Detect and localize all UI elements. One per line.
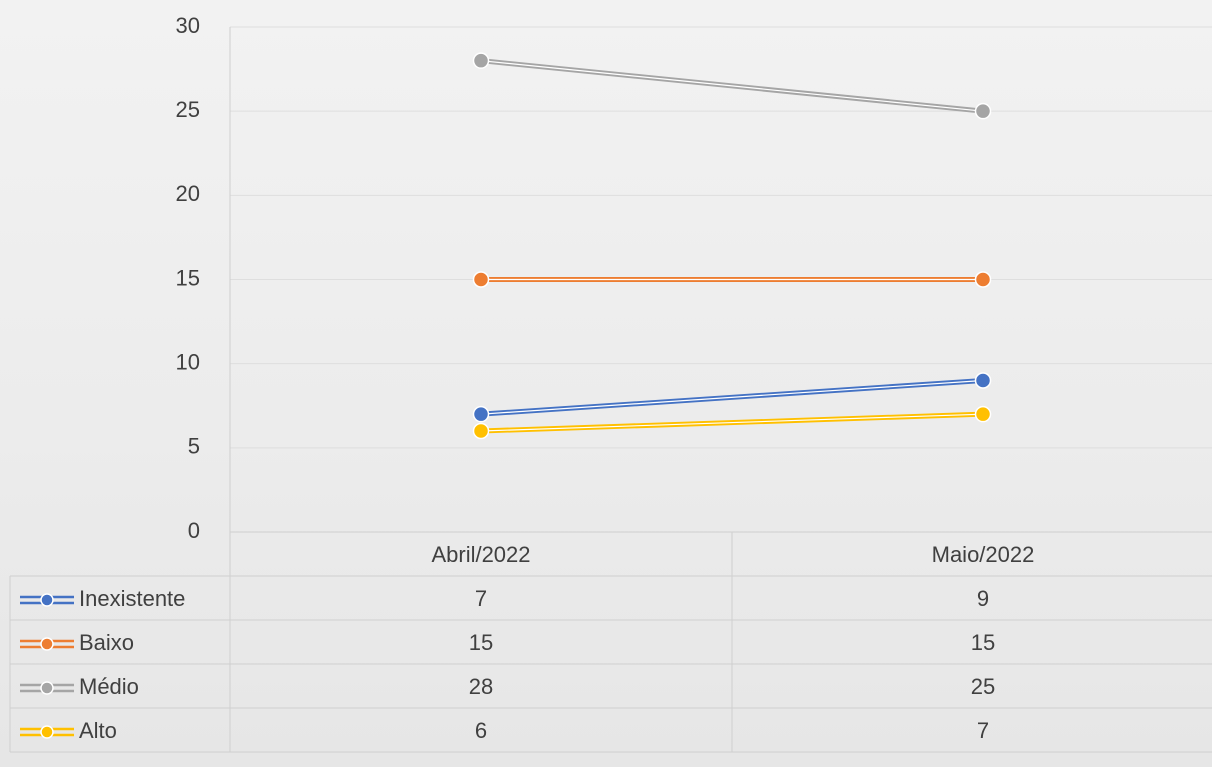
legend-label: Alto [79, 718, 117, 743]
point [474, 53, 489, 68]
point [474, 272, 489, 287]
legend-label: Médio [79, 674, 139, 699]
y-tick-label: 5 [188, 434, 200, 459]
x-tick-label: Abril/2022 [431, 542, 530, 567]
legend-key [41, 638, 53, 650]
point [976, 272, 991, 287]
legend-key [41, 682, 53, 694]
legend-key [41, 726, 53, 738]
x-tick-label: Maio/2022 [932, 542, 1035, 567]
table-value: 7 [475, 586, 487, 611]
table-value: 15 [469, 630, 493, 655]
page: 0 5 10 15 20 25 30 Abril/2022 Maio/2022 Inexisten… [0, 0, 1212, 767]
table-value: 7 [977, 718, 989, 743]
point [474, 424, 489, 439]
table-value: 6 [475, 718, 487, 743]
y-tick-label: 20 [176, 181, 200, 206]
y-tick-label: 0 [188, 518, 200, 543]
table-value: 28 [469, 674, 493, 699]
table-value: 15 [971, 630, 995, 655]
legend-label: Inexistente [79, 586, 185, 611]
point [474, 407, 489, 422]
table-value: 25 [971, 674, 995, 699]
legend-key [41, 594, 53, 606]
y-tick-label: 25 [176, 97, 200, 122]
legend-label: Baixo [79, 630, 134, 655]
point [976, 373, 991, 388]
y-tick-label: 15 [176, 265, 200, 290]
y-tick-label: 10 [176, 349, 200, 374]
chart: 0 5 10 15 20 25 30 Abril/2022 Maio/2022 Inexisten… [0, 0, 1212, 767]
table-value: 9 [977, 586, 989, 611]
y-tick-label: 30 [176, 13, 200, 38]
point [976, 104, 991, 119]
point [976, 407, 991, 422]
